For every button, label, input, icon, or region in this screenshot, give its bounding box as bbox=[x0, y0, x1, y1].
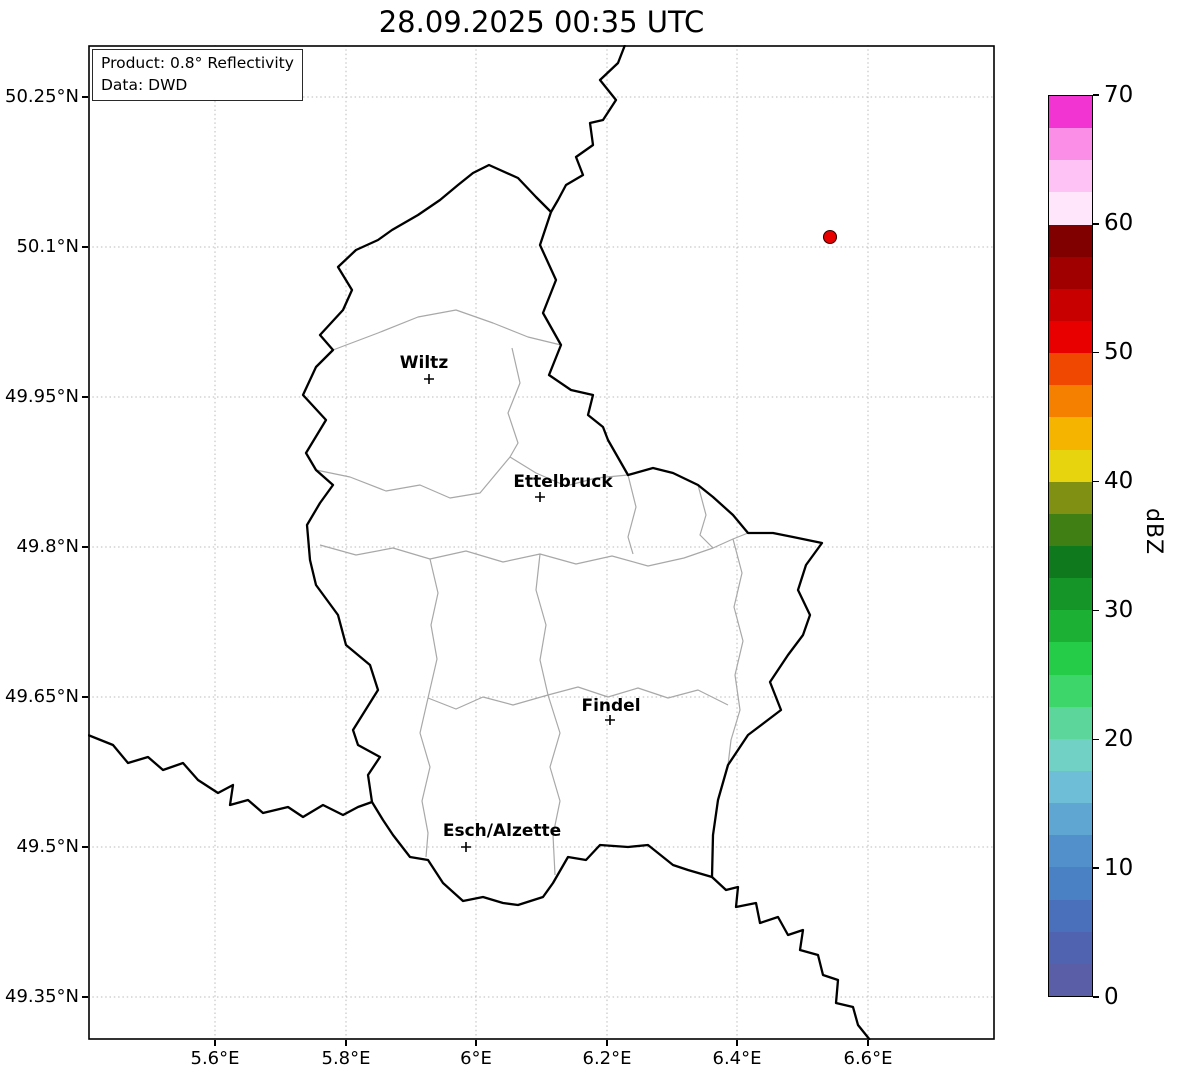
x-tick-mark bbox=[475, 1040, 477, 1046]
colorbar-tick-mark bbox=[1093, 480, 1099, 483]
map-axes: Wiltz Ettelbruck Findel Esch/Alzette Produc… bbox=[88, 45, 995, 1040]
colorbar-segment bbox=[1049, 96, 1092, 129]
x-tick-mark bbox=[606, 1040, 608, 1046]
y-tick-label: 50.25°N bbox=[5, 86, 79, 107]
colorbar-tick-mark bbox=[1093, 867, 1099, 869]
colorbar-tick-mark bbox=[1093, 609, 1099, 612]
colorbar-segment bbox=[1049, 610, 1092, 643]
city-label: Esch/Alzette bbox=[443, 821, 561, 841]
colorbar bbox=[1048, 95, 1093, 997]
district-borders bbox=[315, 309, 749, 876]
colorbar-tick-mark bbox=[1093, 738, 1099, 740]
city-marker-icon bbox=[535, 492, 545, 502]
colorbar-tick-label: 50 bbox=[1104, 339, 1134, 366]
axes-frame bbox=[88, 45, 995, 1040]
border-belgium-germany bbox=[550, 45, 627, 213]
y-tick-label: 49.65°N bbox=[5, 686, 79, 707]
colorbar-tick-mark bbox=[1093, 223, 1099, 225]
colorbar-segment bbox=[1049, 578, 1092, 611]
x-tick-label: 5.6°E bbox=[190, 1048, 240, 1069]
colorbar-tick-mark bbox=[1093, 352, 1099, 354]
city-label: Ettelbruck bbox=[513, 472, 613, 492]
x-tick-mark bbox=[214, 1040, 216, 1046]
border-france-belgium bbox=[88, 733, 373, 819]
colorbar-segment bbox=[1049, 642, 1092, 675]
city-marker-icon bbox=[461, 842, 471, 852]
colorbar-tick-mark bbox=[1093, 94, 1099, 96]
y-tick-label: 49.35°N bbox=[5, 986, 79, 1007]
colorbar-segment bbox=[1049, 288, 1092, 321]
figure-title: 28.09.2025 00:35 UTC bbox=[378, 5, 705, 39]
colorbar-segment bbox=[1049, 320, 1092, 354]
colorbar-segment bbox=[1049, 449, 1092, 482]
annotation-product-line: Product: 0.8° Reflectivity bbox=[101, 54, 294, 72]
grid-layer bbox=[88, 45, 995, 1040]
colorbar-segment bbox=[1049, 867, 1092, 900]
city-marker-icon bbox=[605, 715, 615, 725]
x-tick-label: 6.2°E bbox=[582, 1048, 632, 1069]
colorbar-segment bbox=[1049, 770, 1092, 804]
y-tick-label: 49.8°N bbox=[16, 536, 79, 557]
colorbar-segment bbox=[1049, 545, 1092, 579]
x-tick-label: 6.6°E bbox=[843, 1048, 893, 1069]
x-tick-label: 6°E bbox=[460, 1048, 492, 1069]
colorbar-tick-label: 20 bbox=[1104, 725, 1134, 752]
y-tick-mark bbox=[82, 546, 88, 548]
colorbar-segment bbox=[1049, 706, 1092, 739]
y-tick-label: 50.1°N bbox=[16, 236, 79, 257]
x-tick-mark bbox=[867, 1040, 869, 1046]
colorbar-segment bbox=[1049, 513, 1092, 546]
annotation-data-line: Data: DWD bbox=[101, 75, 188, 94]
map-svg: Wiltz Ettelbruck Findel Esch/Alzette bbox=[88, 45, 995, 1040]
product-annotation: Product: 0.8° Reflectivity Data: DWD bbox=[92, 49, 303, 102]
colorbar-segment bbox=[1049, 353, 1092, 386]
y-tick-mark bbox=[82, 696, 88, 698]
colorbar-segment bbox=[1049, 128, 1092, 161]
colorbar-segment bbox=[1049, 385, 1092, 418]
colorbar-segment bbox=[1049, 803, 1092, 836]
colorbar-tick-label: 60 bbox=[1104, 210, 1134, 237]
colorbar-segment bbox=[1049, 931, 1092, 964]
colorbar-tick-label: 10 bbox=[1104, 854, 1134, 881]
map-overlay-layer: Wiltz Ettelbruck Findel Esch/Alzette bbox=[400, 229, 838, 852]
x-tick-label: 5.8°E bbox=[321, 1048, 371, 1069]
x-tick-mark bbox=[736, 1040, 738, 1046]
y-tick-label: 49.95°N bbox=[5, 386, 79, 407]
y-tick-mark bbox=[82, 246, 88, 248]
colorbar-segment bbox=[1049, 899, 1092, 932]
city-marker-icon bbox=[424, 374, 434, 384]
colorbar-segment bbox=[1049, 674, 1092, 707]
colorbar-unit-label: dBZ bbox=[1141, 508, 1166, 556]
colorbar-segment bbox=[1049, 835, 1092, 868]
radar-echo-dot bbox=[822, 229, 838, 245]
y-tick-label: 49.5°N bbox=[16, 836, 79, 857]
colorbar-segment bbox=[1049, 192, 1092, 225]
x-tick-mark bbox=[345, 1040, 347, 1046]
city-label: Findel bbox=[581, 696, 640, 716]
colorbar-segment bbox=[1049, 160, 1092, 193]
y-tick-mark bbox=[82, 996, 88, 998]
colorbar-segment bbox=[1049, 481, 1092, 514]
colorbar-tick-label: 30 bbox=[1104, 596, 1134, 623]
colorbar-tick-mark bbox=[1093, 996, 1099, 998]
y-tick-mark bbox=[82, 846, 88, 848]
border-france-germany bbox=[711, 876, 871, 1040]
country-border-luxembourg bbox=[301, 163, 824, 907]
colorbar-segment bbox=[1049, 224, 1092, 257]
colorbar-tick-label: 70 bbox=[1104, 81, 1134, 108]
y-tick-mark bbox=[82, 396, 88, 398]
colorbar-segment bbox=[1049, 963, 1092, 996]
y-tick-mark bbox=[82, 96, 88, 98]
colorbar-segment bbox=[1049, 417, 1092, 450]
colorbar-segment bbox=[1049, 256, 1092, 289]
colorbar-segment bbox=[1049, 738, 1092, 771]
colorbar-tick-label: 40 bbox=[1104, 468, 1134, 495]
colorbar-tick-label: 0 bbox=[1104, 983, 1119, 1010]
city-label: Wiltz bbox=[400, 353, 449, 373]
x-tick-label: 6.4°E bbox=[712, 1048, 762, 1069]
